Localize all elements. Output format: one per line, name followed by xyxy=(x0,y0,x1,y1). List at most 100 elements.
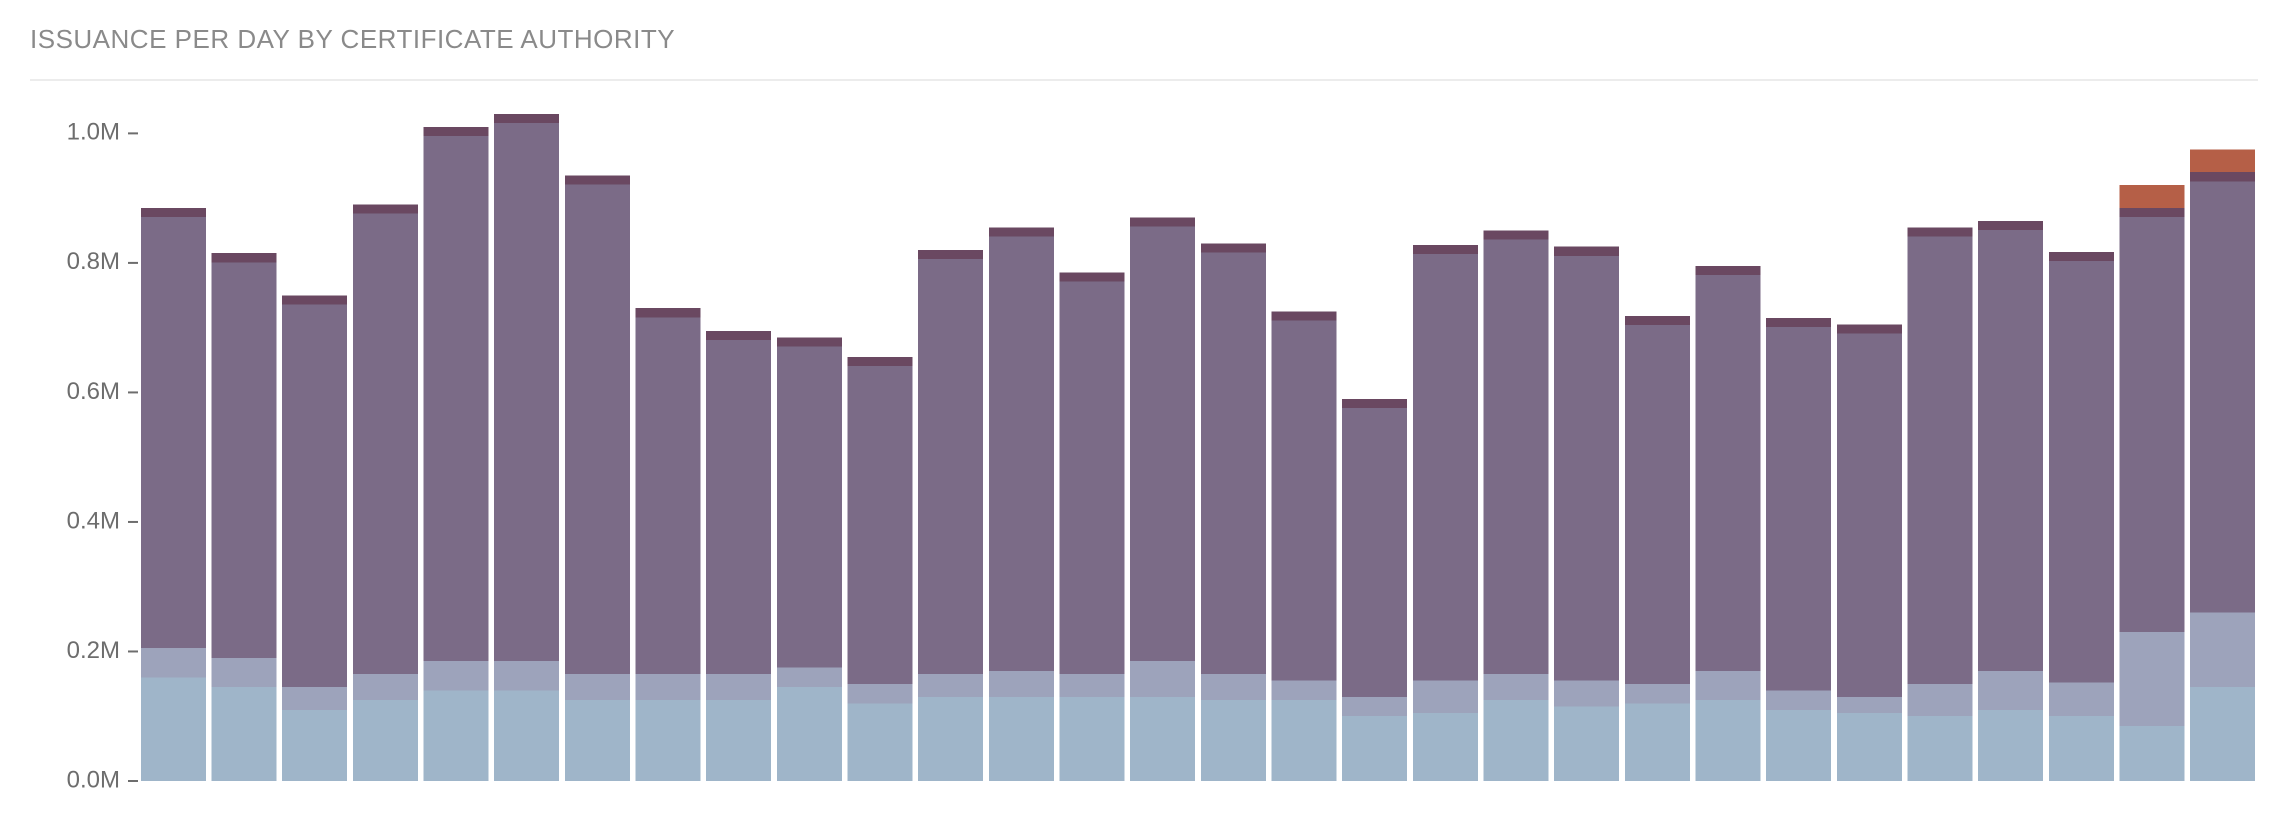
bar-segment-s3[interactable] xyxy=(353,205,418,675)
bar-segment-s2[interactable] xyxy=(1271,681,1336,700)
bar-segment-s3-cap[interactable] xyxy=(1837,324,1902,333)
bar-segment-s1[interactable] xyxy=(1837,713,1902,781)
bar-segment-s4[interactable] xyxy=(2119,185,2184,208)
bar-segment-s3-cap[interactable] xyxy=(423,127,488,136)
bar-segment-s2[interactable] xyxy=(2119,632,2184,726)
bar-segment-s3-cap[interactable] xyxy=(1271,311,1336,320)
bar-segment-s3[interactable] xyxy=(1837,324,1902,696)
bar-segment-s1[interactable] xyxy=(1625,703,1690,781)
bar-segment-s3[interactable] xyxy=(282,295,347,687)
bar-segment-s1[interactable] xyxy=(565,700,630,781)
bar-segment-s1[interactable] xyxy=(2119,726,2184,781)
bar-segment-s3-cap[interactable] xyxy=(1554,247,1619,256)
bar-segment-s2[interactable] xyxy=(1695,671,1760,700)
bar-segment-s3-cap[interactable] xyxy=(1059,273,1124,282)
bar-segment-s3[interactable] xyxy=(847,357,912,684)
bar-segment-s3-cap[interactable] xyxy=(211,253,276,262)
bar-segment-s3[interactable] xyxy=(2119,208,2184,632)
bar-segment-s2[interactable] xyxy=(353,674,418,700)
bar-segment-s1[interactable] xyxy=(706,700,771,781)
bar-segment-s1[interactable] xyxy=(494,690,559,781)
bar-segment-s3-cap[interactable] xyxy=(1766,318,1831,327)
bar-segment-s2[interactable] xyxy=(1978,671,2043,710)
bar-segment-s3[interactable] xyxy=(1907,227,1972,684)
bar-segment-s1[interactable] xyxy=(1695,700,1760,781)
bar-segment-s1[interactable] xyxy=(1342,716,1407,781)
bar-segment-s3-cap[interactable] xyxy=(1483,231,1548,240)
bar-segment-s2[interactable] xyxy=(1554,681,1619,707)
bar-segment-s1[interactable] xyxy=(918,697,983,781)
bar-segment-s3[interactable] xyxy=(1271,311,1336,680)
bar-segment-s1[interactable] xyxy=(211,687,276,781)
bar-segment-s3[interactable] xyxy=(635,308,700,674)
bar-segment-s2[interactable] xyxy=(1625,684,1690,703)
bar-segment-s2[interactable] xyxy=(1201,674,1266,700)
bar-segment-s1[interactable] xyxy=(1413,713,1478,781)
bar-segment-s2[interactable] xyxy=(706,674,771,700)
bar-segment-s2[interactable] xyxy=(635,674,700,700)
bar-segment-s3[interactable] xyxy=(565,175,630,674)
bar-segment-s1[interactable] xyxy=(2049,716,2114,781)
bar-segment-s3[interactable] xyxy=(423,127,488,661)
bar-segment-s1[interactable] xyxy=(1907,716,1972,781)
bar-segment-s3-cap[interactable] xyxy=(2119,208,2184,217)
bar-segment-s3[interactable] xyxy=(141,208,206,648)
bar-segment-s3[interactable] xyxy=(2190,172,2255,612)
bar-segment-s2[interactable] xyxy=(211,658,276,687)
bar-segment-s4[interactable] xyxy=(2190,150,2255,173)
bar-segment-s1[interactable] xyxy=(1766,710,1831,781)
bar-segment-s3[interactable] xyxy=(1483,231,1548,675)
bar-segment-s3-cap[interactable] xyxy=(1695,266,1760,275)
bar-segment-s3-cap[interactable] xyxy=(706,331,771,340)
bar-segment-s3[interactable] xyxy=(1342,399,1407,697)
bar-segment-s2[interactable] xyxy=(1059,674,1124,697)
bar-segment-s1[interactable] xyxy=(777,687,842,781)
bar-segment-s3[interactable] xyxy=(1625,316,1690,684)
bar-segment-s1[interactable] xyxy=(1059,697,1124,781)
bar-segment-s3-cap[interactable] xyxy=(635,308,700,317)
bar-segment-s3-cap[interactable] xyxy=(1978,221,2043,230)
bar-segment-s3-cap[interactable] xyxy=(282,295,347,304)
bar-segment-s3[interactable] xyxy=(989,227,1054,671)
bar-segment-s3-cap[interactable] xyxy=(1907,227,1972,236)
bar-segment-s1[interactable] xyxy=(1130,697,1195,781)
bar-segment-s2[interactable] xyxy=(2190,613,2255,687)
bar-segment-s1[interactable] xyxy=(1978,710,2043,781)
bar-segment-s3-cap[interactable] xyxy=(2049,252,2114,261)
bar-segment-s2[interactable] xyxy=(847,684,912,703)
bar-segment-s2[interactable] xyxy=(918,674,983,697)
bar-segment-s3[interactable] xyxy=(2049,252,2114,683)
bar-segment-s2[interactable] xyxy=(1130,661,1195,697)
bar-segment-s3[interactable] xyxy=(777,337,842,667)
bar-segment-s3[interactable] xyxy=(494,114,559,661)
bar-segment-s1[interactable] xyxy=(635,700,700,781)
bar-segment-s3-cap[interactable] xyxy=(141,208,206,217)
bar-segment-s2[interactable] xyxy=(2049,683,2114,717)
bar-segment-s2[interactable] xyxy=(565,674,630,700)
bar-segment-s3[interactable] xyxy=(1554,247,1619,681)
bar-segment-s2[interactable] xyxy=(423,661,488,690)
bar-segment-s1[interactable] xyxy=(141,677,206,781)
bar-segment-s3-cap[interactable] xyxy=(565,175,630,184)
bar-segment-s2[interactable] xyxy=(1483,674,1548,700)
bar-segment-s1[interactable] xyxy=(1271,700,1336,781)
bar-segment-s3-cap[interactable] xyxy=(918,250,983,259)
bar-segment-s3[interactable] xyxy=(1130,218,1195,662)
bar-segment-s1[interactable] xyxy=(1554,707,1619,781)
bar-segment-s1[interactable] xyxy=(989,697,1054,781)
bar-segment-s3[interactable] xyxy=(211,253,276,658)
bar-segment-s3-cap[interactable] xyxy=(847,357,912,366)
bar-segment-s3-cap[interactable] xyxy=(1201,243,1266,252)
bar-segment-s1[interactable] xyxy=(1201,700,1266,781)
bar-segment-s3-cap[interactable] xyxy=(777,337,842,346)
bar-segment-s3[interactable] xyxy=(1413,245,1478,681)
bar-segment-s1[interactable] xyxy=(2190,687,2255,781)
bar-segment-s2[interactable] xyxy=(989,671,1054,697)
bar-segment-s3-cap[interactable] xyxy=(989,227,1054,236)
bar-segment-s1[interactable] xyxy=(423,690,488,781)
bar-segment-s3-cap[interactable] xyxy=(1342,399,1407,408)
bar-segment-s3[interactable] xyxy=(1059,273,1124,675)
bar-segment-s3-cap[interactable] xyxy=(494,114,559,123)
bar-segment-s3[interactable] xyxy=(1201,243,1266,674)
bar-segment-s3[interactable] xyxy=(1766,318,1831,690)
